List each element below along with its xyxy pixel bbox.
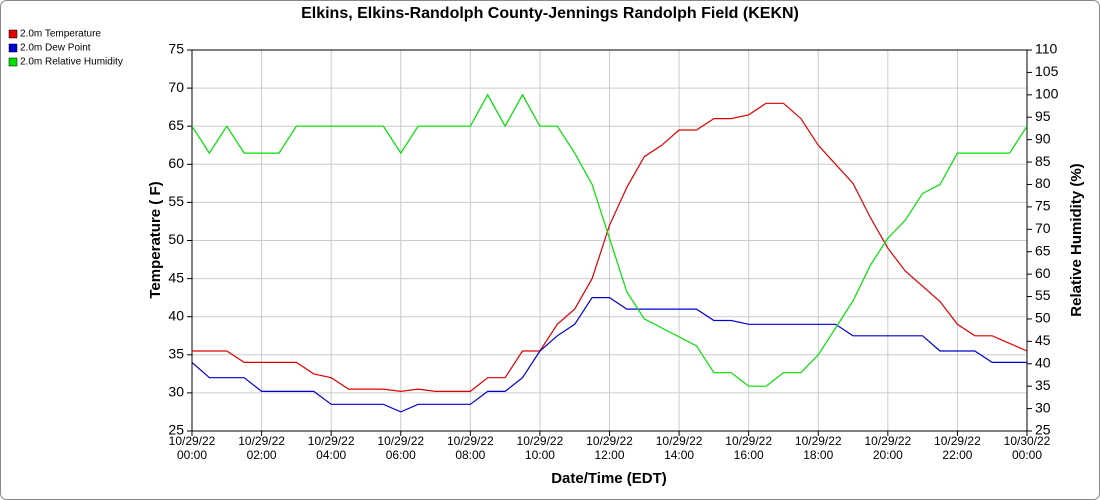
y2-tick-label: 40: [1035, 354, 1051, 370]
y2-tick-label: 80: [1035, 175, 1051, 191]
x-tick-label-line: 10/29/22: [308, 434, 355, 448]
y2-tick-label: 25: [1035, 422, 1051, 438]
y-tick-label: 25: [168, 422, 184, 438]
y-tick-label: 55: [168, 193, 184, 209]
x-tick-label-line: 10/29/22: [934, 434, 981, 448]
legend-swatch: [8, 57, 18, 67]
x-tick-label: 10/29/22 20:00: [864, 434, 911, 462]
x-tick-label: 10/29/22 04:00: [308, 434, 355, 462]
y-tick-label: 35: [168, 346, 184, 362]
x-tick-label: 10/29/22 18:00: [795, 434, 842, 462]
y2-tick-label: 90: [1035, 130, 1051, 146]
y2-tick-label: 85: [1035, 153, 1051, 169]
x-axis-title: Date/Time (EDT): [551, 470, 667, 487]
y2-tick-label: 75: [1035, 198, 1051, 214]
series-line: [191, 93, 1028, 387]
x-tick-label-line: 10/29/22: [795, 434, 842, 448]
x-tick-label-line: 02:00: [247, 448, 277, 462]
x-tick-label: 10/29/22 12:00: [586, 434, 633, 462]
x-tick-label: 10/29/22 00:00: [169, 434, 216, 462]
y-tick-label: 40: [168, 307, 184, 323]
y-tick-label: 50: [168, 231, 184, 247]
legend-label: 2.0m Dew Point: [20, 43, 91, 54]
x-tick-label-line: 00:00: [177, 448, 207, 462]
y-tick-label: 75: [168, 41, 184, 57]
y2-tick-label: 95: [1035, 108, 1051, 124]
x-tick-label-line: 10/29/22: [238, 434, 285, 448]
x-tick-label-line: 08:00: [455, 448, 485, 462]
x-tick-label-line: 10/29/22: [517, 434, 564, 448]
y-tick-label: 70: [168, 79, 184, 95]
x-tick-label-line: 10/29/22: [586, 434, 633, 448]
y2-tick-label: 65: [1035, 242, 1051, 258]
y-tick-label: 45: [168, 269, 184, 285]
x-tick-label: 10/29/22 10:00: [517, 434, 564, 462]
x-tick-label: 10/29/22 14:00: [656, 434, 703, 462]
x-tick-label-line: 06:00: [386, 448, 416, 462]
x-tick-label: 10/30/22 00:00: [1004, 434, 1051, 462]
legend-swatch: [8, 29, 18, 39]
legend-swatch: [8, 43, 18, 53]
x-tick-label-line: 10/29/22: [377, 434, 424, 448]
x-tick-label-line: 20:00: [873, 448, 903, 462]
x-tick-label-line: 14:00: [664, 448, 694, 462]
y2-tick-label: 50: [1035, 310, 1051, 326]
y-tick-label: 65: [168, 117, 184, 133]
legend-label: 2.0m Relative Humidity: [20, 57, 123, 68]
series-line: [192, 102, 1028, 393]
x-tick-label: 10/29/22 22:00: [934, 434, 981, 462]
y2-tick-label: 105: [1035, 63, 1059, 79]
x-tick-label-line: 16:00: [734, 448, 764, 462]
x-tick-label-line: 10/29/22: [725, 434, 772, 448]
x-tick-label-line: 10/30/22: [1004, 434, 1051, 448]
y2-tick-label: 110: [1035, 41, 1058, 57]
x-tick-label-line: 10:00: [525, 448, 555, 462]
y2-tick-label: 45: [1035, 332, 1051, 348]
y2-tick-label: 35: [1035, 377, 1051, 393]
y-tick-label: 60: [168, 155, 184, 171]
plot-border: [191, 49, 1028, 432]
y-axis-title: Temperature ( F): [147, 181, 164, 298]
series-line: [191, 297, 1027, 413]
y2-tick-label: 30: [1035, 399, 1051, 415]
x-tick-label: 10/29/22 16:00: [725, 434, 772, 462]
legend-label: 2.0m Temperature: [20, 29, 101, 40]
x-tick-label-line: 10/29/22: [447, 434, 494, 448]
y-tick-label: 30: [168, 384, 184, 400]
y2-tick-label: 100: [1035, 86, 1059, 102]
x-tick-label-line: 10/29/22: [864, 434, 911, 448]
x-tick-label: 10/29/22 08:00: [447, 434, 494, 462]
x-tick-label-line: 00:00: [1012, 448, 1042, 462]
x-tick-label-line: 04:00: [316, 448, 346, 462]
y2-axis-title: Relative Humidity (%): [1068, 163, 1085, 316]
y2-tick-label: 70: [1035, 220, 1051, 236]
x-tick-label-line: 12:00: [594, 448, 624, 462]
chart-title: Elkins, Elkins-Randolph County-Jennings …: [301, 5, 799, 22]
x-tick-label: 10/29/22 06:00: [377, 434, 424, 462]
x-tick-label-line: 10/29/22: [656, 434, 703, 448]
x-tick-label-line: 18:00: [803, 448, 833, 462]
x-tick-label: 10/29/22 02:00: [238, 434, 285, 462]
y2-tick-label: 60: [1035, 265, 1051, 281]
x-tick-label-line: 10/29/22: [169, 434, 216, 448]
y2-tick-label: 55: [1035, 287, 1051, 303]
x-tick-label-line: 22:00: [942, 448, 972, 462]
